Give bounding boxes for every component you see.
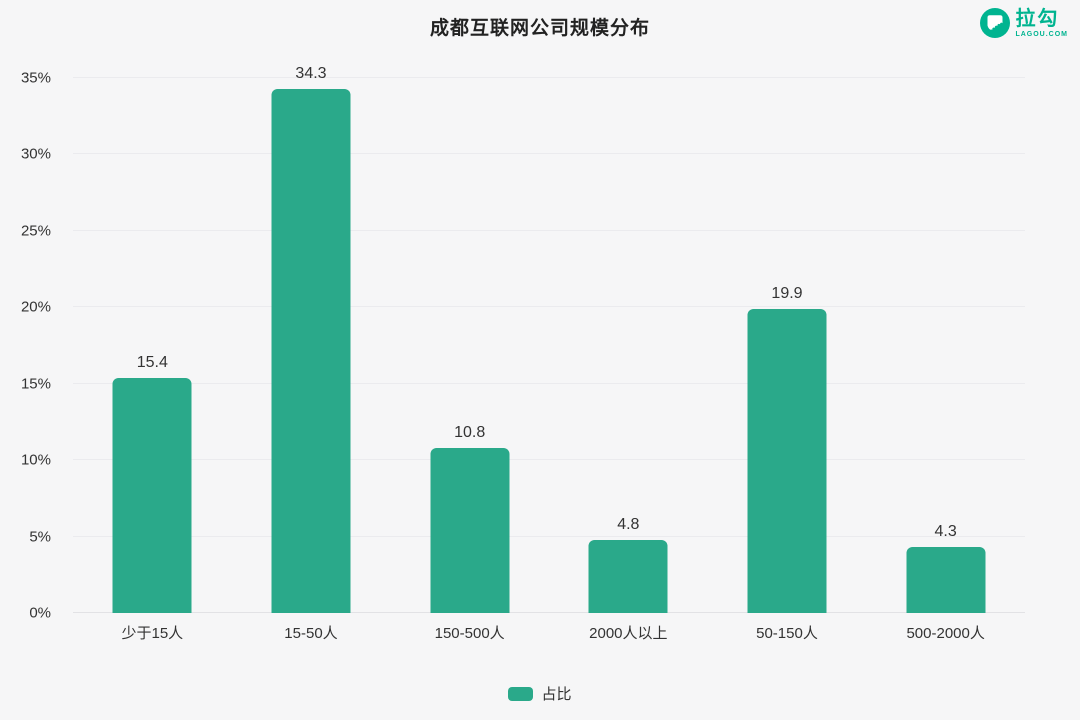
- bar-50-150人[interactable]: [747, 308, 827, 613]
- y-tick-label-30: 30%: [20, 145, 51, 163]
- bar-value-label-1: 34.3: [295, 64, 327, 82]
- lagou-logo-domain: LAGOU.COM: [1015, 30, 1068, 38]
- x-axis-baseline: [73, 612, 1025, 613]
- gridline-15: [73, 382, 1025, 384]
- gridline-10: [73, 459, 1025, 461]
- y-tick-label-0: 0%: [29, 604, 51, 622]
- chart-title: 成都互联网公司规模分布: [429, 18, 650, 39]
- bar-value-label-2: 10.8: [454, 423, 486, 441]
- lagou-logo-icon: [980, 8, 1011, 38]
- lagou-logo: 拉勾 LAGOU.COM: [980, 8, 1068, 38]
- y-tick-label-35: 35%: [20, 69, 51, 87]
- x-axis-label-3: 2000人以上: [589, 625, 668, 642]
- gridline-5: [73, 535, 1025, 537]
- legend-item-zhanbi[interactable]: 占比: [508, 683, 572, 704]
- bar-slot-0: 15.4 少于15人: [73, 78, 232, 642]
- y-axis: 0% 5% 10% 15% 20% 25% 30% 35%: [0, 70, 62, 622]
- y-tick-label-10: 10%: [20, 451, 51, 469]
- bar-value-label-3: 4.8: [617, 515, 640, 533]
- y-tick-label-25: 25%: [20, 222, 51, 240]
- plot-area: 15.4 少于15人 34.3 15-50人 10.8 150-500人 4.8 2000人以…: [73, 65, 1025, 642]
- bar-slot-5: 4.3 500-2000人: [866, 78, 1025, 642]
- x-axis-label-4: 50-150人: [756, 625, 818, 642]
- y-tick-label-15: 15%: [20, 375, 51, 393]
- bar-少于15人[interactable]: [112, 377, 192, 613]
- gridline-20: [73, 306, 1025, 308]
- bar-15-50人[interactable]: [271, 88, 351, 613]
- gridline-30: [73, 153, 1025, 155]
- lagou-logo-text: 拉勾 LAGOU.COM: [1015, 9, 1068, 38]
- legend-label: 占比: [541, 686, 572, 703]
- gridline-25: [73, 229, 1025, 231]
- lagou-logo-name: 拉勾: [1015, 7, 1060, 30]
- x-axis-label-1: 15-50人: [284, 625, 338, 642]
- bar-value-label-5: 4.3: [934, 523, 957, 541]
- bar-value-label-4: 19.9: [771, 284, 803, 302]
- y-tick-label-5: 5%: [29, 528, 51, 546]
- x-axis-label-5: 500-2000人: [906, 625, 985, 642]
- y-tick-label-20: 20%: [20, 298, 51, 316]
- legend: 占比: [0, 683, 1080, 704]
- legend-swatch-icon: [508, 686, 534, 701]
- bar-2000人以上[interactable]: [588, 539, 668, 613]
- bar-slot-2: 10.8 150-500人: [390, 78, 549, 642]
- bar-slot-1: 34.3 15-50人: [232, 65, 391, 642]
- gridline-35: [73, 77, 1025, 78]
- bar-value-label-0: 15.4: [136, 353, 168, 371]
- bar-500-2000人[interactable]: [906, 547, 986, 613]
- bar-slot-3: 4.8 2000人以上: [549, 78, 708, 642]
- x-axis-label-2: 150-500人: [434, 625, 505, 642]
- bar-150-500人[interactable]: [430, 447, 510, 613]
- x-axis-label-0: 少于15人: [121, 625, 184, 642]
- bar-slot-4: 19.9 50-150人: [708, 78, 867, 642]
